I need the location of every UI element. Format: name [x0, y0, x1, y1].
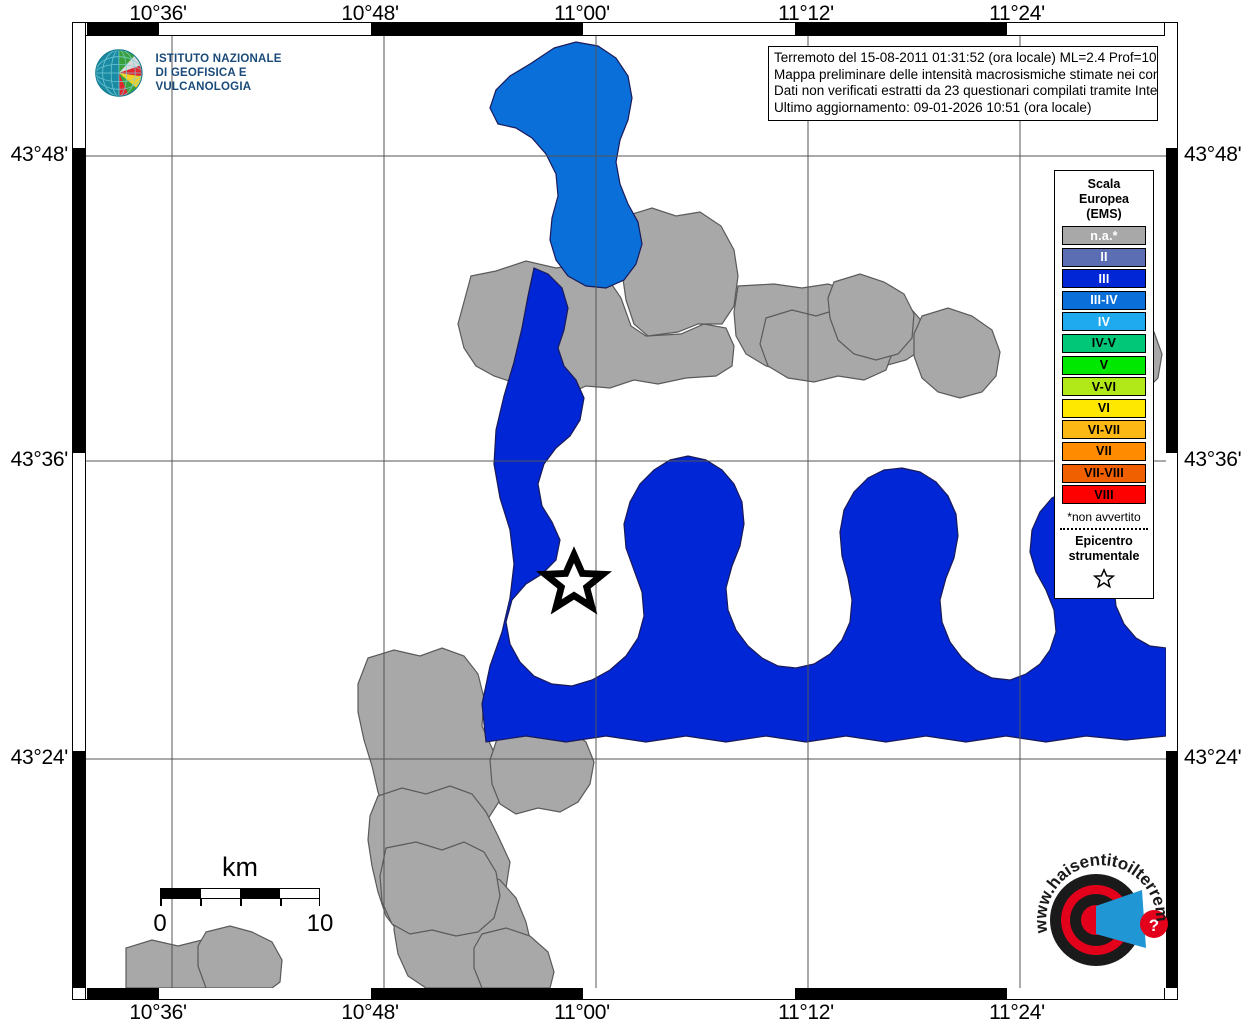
- legend-swatch-iii-iv[interactable]: III-IV: [1062, 290, 1146, 310]
- scale-bar-track: [160, 888, 320, 899]
- scale-bar-end-label: 10: [306, 910, 334, 937]
- municipality-group-iii: [481, 267, 1166, 743]
- ingv-logo-line2: DI GEOFISICA E VULCANOLOGIA: [155, 67, 252, 93]
- epicenter-star-icon[interactable]: [536, 546, 612, 615]
- legend-title-line: Scala: [1087, 177, 1121, 191]
- legend-epicenter-title: Epicentro strumentale: [1059, 534, 1149, 564]
- map-frame: [72, 22, 1178, 1000]
- scale-bar-unit: km: [222, 852, 258, 882]
- axis-tick-label: 43°24': [10, 746, 69, 769]
- legend-swatch-iv-v[interactable]: IV-V: [1062, 333, 1146, 353]
- axis-tick-label: 10°48': [341, 1001, 399, 1024]
- target-megaphone-icon[interactable]: ? www.haisentitoilterremoto.it: [1025, 835, 1175, 985]
- axis-tick-label: 10°36': [129, 2, 187, 25]
- frame-tick-band-top: [73, 23, 1177, 36]
- legend-title-line: (EMS): [1086, 207, 1122, 221]
- axis-tick-label: 10°48': [341, 2, 399, 25]
- event-info-line: Terremoto del 15-08-2011 01:31:52 (ora l…: [774, 50, 1158, 65]
- axis-tick-label: 43°24': [1184, 746, 1242, 769]
- axis-tick-label: 11°24': [989, 2, 1045, 25]
- axis-tick-label: 43°48': [10, 143, 69, 166]
- legend-swatch-viii[interactable]: VIII: [1062, 485, 1146, 505]
- ingv-logo: ISTITUTO NAZIONALE DI GEOFISICA E VULCAN…: [94, 42, 319, 104]
- ingv-logo-text: ISTITUTO NAZIONALE DI GEOFISICA E VULCAN…: [156, 52, 319, 94]
- legend-swatch-iv[interactable]: IV: [1062, 312, 1146, 332]
- axis-tick-label: 11°00': [554, 1001, 610, 1024]
- axis-tick-label: 11°24': [989, 1001, 1045, 1024]
- axis-tick-label: 43°48': [1184, 143, 1242, 166]
- legend-title: Scala Europea (EMS): [1059, 177, 1149, 222]
- legend-swatch-na[interactable]: n.a.*: [1062, 226, 1146, 245]
- event-info-box: Terremoto del 15-08-2011 01:31:52 (ora l…: [768, 46, 1158, 121]
- legend-divider: [1060, 528, 1148, 531]
- map-plot-area[interactable]: [86, 36, 1166, 988]
- axis-tick-label: 11°12': [778, 1001, 834, 1024]
- axis-tick-label: 11°00': [554, 2, 610, 25]
- scale-bar: km 0 10: [153, 852, 333, 937]
- axis-tick-label: 10°36': [129, 1001, 187, 1024]
- ingv-logo-line1: ISTITUTO NAZIONALE: [155, 53, 282, 65]
- legend-swatch-iii[interactable]: III: [1062, 269, 1146, 289]
- event-info-line: Ultimo aggiornamento: 09-01-2026 10:51 (…: [774, 99, 1092, 115]
- event-info-line: Dati non verificati estratti da 23 quest…: [774, 83, 1158, 98]
- epicenter-marker-layer: [536, 546, 612, 615]
- legend-swatch-v-vi[interactable]: V-VI: [1062, 377, 1146, 397]
- legend-swatch-ii[interactable]: II: [1062, 247, 1146, 267]
- legend-swatch-vi[interactable]: VI: [1062, 398, 1146, 418]
- legend-swatch-vii[interactable]: VII: [1062, 441, 1146, 461]
- legend-epicenter-title-line: Epicentro: [1075, 534, 1133, 549]
- svg-text:?: ?: [1149, 916, 1159, 935]
- intensity-legend: Scala Europea (EMS) n.a.* II III III-IV …: [1054, 170, 1154, 600]
- legend-epicenter-symbol: [1059, 568, 1149, 590]
- legend-epicenter-title-line: strumentale: [1068, 549, 1140, 564]
- event-info-line: Mappa preliminare delle intensità macros…: [774, 66, 1158, 82]
- frame-tick-band-left: [73, 23, 86, 999]
- legend-swatch-v[interactable]: V: [1062, 355, 1146, 375]
- legend-footnote: *non avvertito: [1067, 510, 1141, 525]
- globe-icon: [95, 49, 143, 97]
- legend-swatch-vi-vii[interactable]: VI-VII: [1062, 420, 1146, 440]
- legend-title-line: Europea: [1078, 192, 1129, 206]
- legend-swatch-vii-viii[interactable]: VII-VIII: [1062, 463, 1146, 483]
- graticule-grid: [86, 36, 1166, 988]
- axis-tick-label: 11°12': [778, 2, 834, 25]
- axis-tick-label: 43°36': [10, 448, 69, 471]
- hsit-logo[interactable]: ? www.haisentitoilterremoto.it: [1025, 835, 1175, 985]
- axis-tick-label: 43°36': [1184, 448, 1242, 471]
- star-icon: [1092, 568, 1116, 589]
- scale-bar-start-label: 0: [153, 910, 167, 937]
